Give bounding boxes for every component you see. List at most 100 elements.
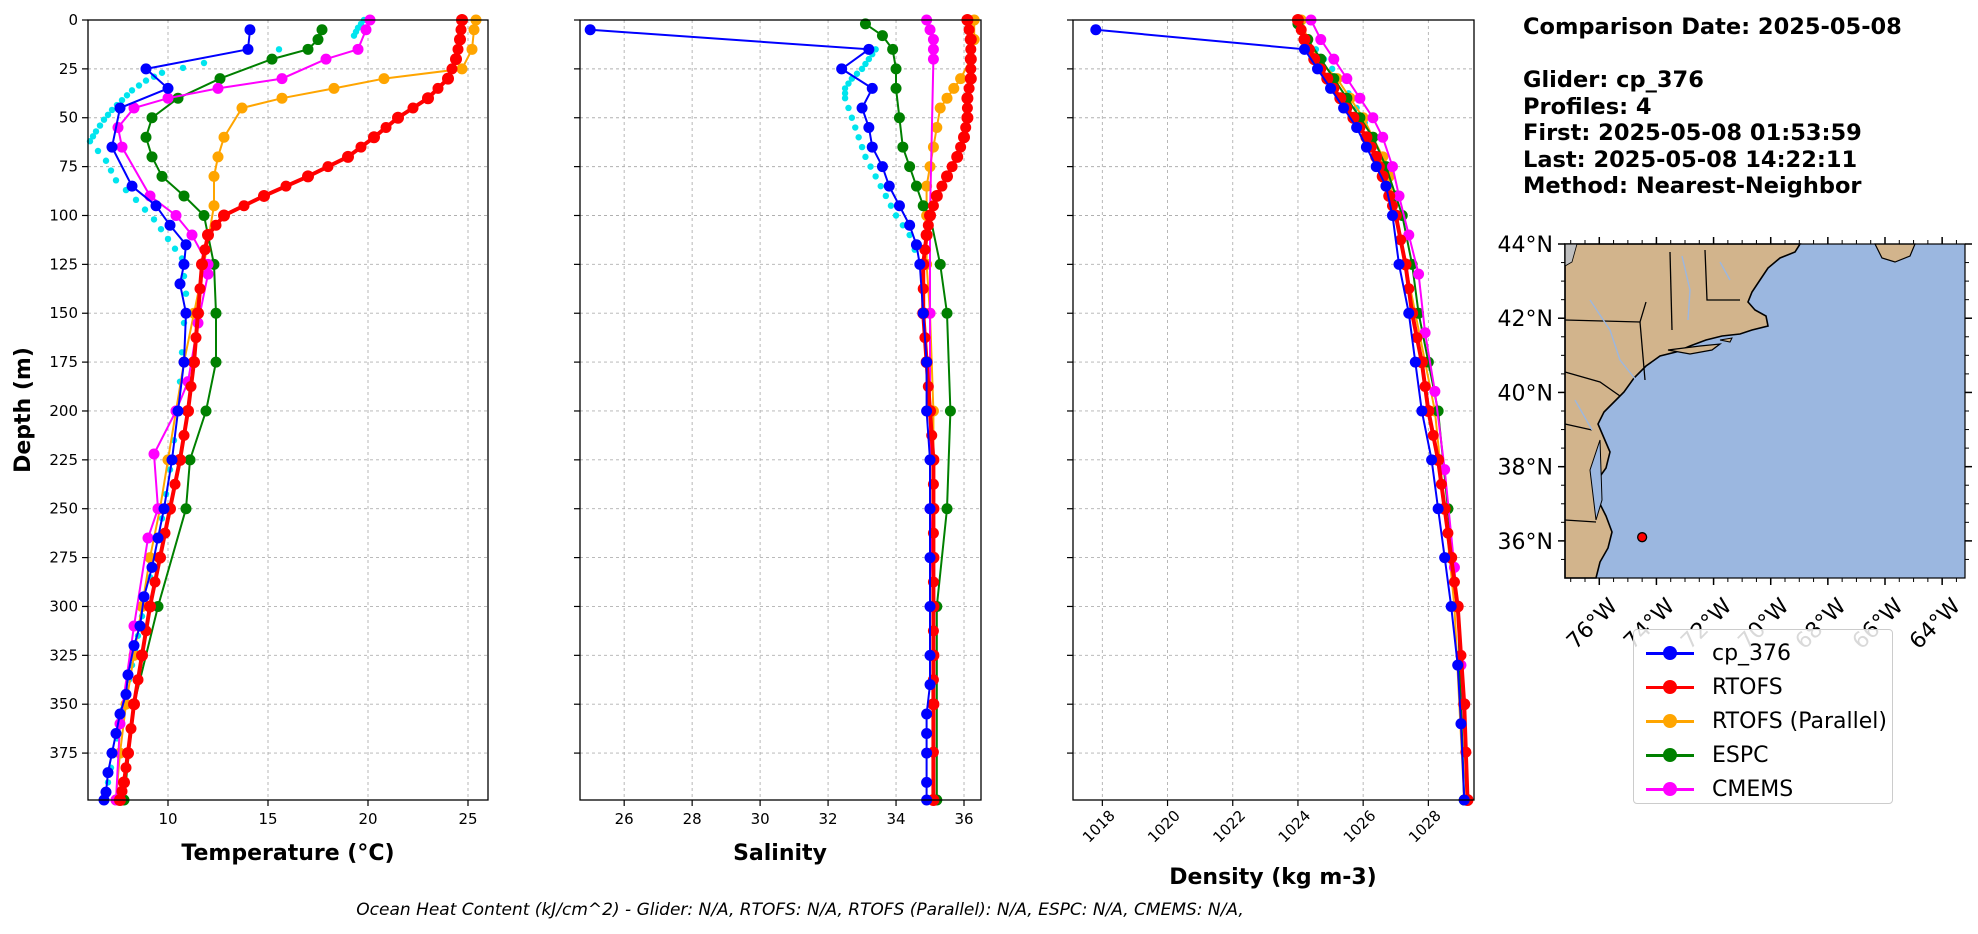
data-point bbox=[890, 63, 902, 75]
data-point bbox=[114, 708, 126, 720]
series-cp-376 bbox=[1090, 24, 1470, 806]
data-point bbox=[342, 150, 354, 163]
data-point bbox=[174, 453, 186, 466]
data-point bbox=[456, 63, 468, 75]
data-point bbox=[1429, 385, 1441, 397]
data-point bbox=[276, 73, 288, 85]
depth-ylabel: Depth (m) bbox=[11, 347, 36, 473]
data-point bbox=[924, 552, 936, 564]
lat-label: 42°N bbox=[1498, 307, 1553, 332]
glider-all-point bbox=[862, 60, 869, 68]
data-point bbox=[921, 728, 933, 740]
data-point bbox=[114, 718, 126, 730]
data-point bbox=[125, 723, 137, 735]
data-point bbox=[1409, 356, 1421, 368]
data-point bbox=[1386, 209, 1398, 221]
glider-all-point bbox=[841, 85, 849, 92]
map-ticks bbox=[1558, 237, 1972, 585]
data-point bbox=[917, 200, 929, 212]
ocean-heat-content-footer: Ocean Heat Content (kJ/cm^2) - Glider: N… bbox=[356, 900, 1244, 920]
data-point bbox=[965, 43, 977, 55]
data-point bbox=[1370, 161, 1382, 173]
data-point bbox=[1393, 190, 1405, 202]
glider-all-point bbox=[845, 80, 852, 87]
x-tick-label: 1024 bbox=[1275, 807, 1315, 847]
data-point bbox=[921, 747, 933, 759]
y-tick-label: 0 bbox=[68, 11, 78, 29]
series-espc bbox=[859, 18, 956, 806]
y-tick-label: 225 bbox=[49, 451, 78, 469]
glider-all-point bbox=[182, 290, 190, 297]
data-point bbox=[1341, 73, 1353, 85]
data-point bbox=[154, 551, 166, 564]
temperature-ticks: 0 25 50 75 100 125 150 175 200 225 250 275 300 325 350… bbox=[49, 11, 477, 828]
y-tick-label: 300 bbox=[49, 597, 78, 615]
lon-label: 76°W bbox=[1562, 594, 1623, 655]
x-tick-label: 25 bbox=[458, 810, 477, 828]
glider-all-point bbox=[89, 133, 97, 140]
data-point bbox=[922, 219, 934, 231]
data-point bbox=[910, 180, 922, 192]
glider-all-point bbox=[275, 46, 283, 53]
data-point bbox=[136, 649, 148, 662]
data-point bbox=[866, 82, 878, 94]
legend-item: CMEMS bbox=[1644, 772, 1892, 806]
data-point bbox=[921, 776, 933, 788]
data-point bbox=[927, 141, 939, 153]
salinity-ticks: 26 28 30 32 34 36 bbox=[574, 19, 974, 828]
glider-all-point bbox=[882, 192, 890, 200]
data-point bbox=[856, 102, 868, 114]
data-point bbox=[584, 24, 596, 36]
y-tick-label: 325 bbox=[49, 646, 78, 664]
data-point bbox=[180, 503, 192, 515]
data-point bbox=[178, 429, 190, 441]
legend-item: RTOFS bbox=[1644, 670, 1892, 704]
glider-all-point bbox=[104, 111, 112, 119]
legend-label: RTOFS (Parallel) bbox=[1712, 708, 1887, 734]
y-tick-label: 100 bbox=[49, 206, 78, 224]
data-point bbox=[280, 180, 292, 192]
data-point bbox=[422, 92, 434, 105]
data-point bbox=[178, 258, 190, 270]
y-tick-label: 125 bbox=[49, 255, 78, 273]
data-point bbox=[963, 24, 975, 36]
glider-all-point bbox=[107, 167, 115, 174]
density-frame bbox=[1072, 19, 1475, 801]
data-point bbox=[897, 141, 909, 153]
data-point bbox=[964, 33, 977, 46]
data-point bbox=[1393, 258, 1405, 270]
data-point bbox=[302, 43, 314, 55]
glider-all-point bbox=[92, 128, 100, 135]
data-point bbox=[955, 141, 967, 153]
salinity-series bbox=[584, 14, 980, 806]
data-point bbox=[921, 708, 933, 720]
legend: cp_376 RTOFS RTOFS (Parallel) ESPC CMEMS bbox=[1633, 629, 1893, 804]
data-point bbox=[466, 43, 478, 55]
data-point bbox=[893, 200, 905, 212]
data-point bbox=[965, 63, 977, 75]
map-borders bbox=[1564, 249, 1740, 523]
legend-item: cp_376 bbox=[1644, 636, 1892, 670]
data-point bbox=[1426, 454, 1438, 466]
data-point bbox=[106, 141, 118, 153]
data-point bbox=[924, 161, 936, 173]
glider-name: Glider: cp_376 bbox=[1523, 67, 1704, 93]
data-point bbox=[178, 356, 190, 368]
data-point bbox=[914, 258, 926, 270]
x-tick-label: 1020 bbox=[1144, 807, 1184, 847]
data-point bbox=[1386, 161, 1398, 173]
data-point bbox=[1411, 332, 1423, 344]
x-tick-label: 15 bbox=[258, 810, 277, 828]
data-point bbox=[146, 561, 158, 573]
data-point bbox=[312, 34, 324, 46]
glider-all-point bbox=[112, 177, 120, 184]
data-point bbox=[1321, 72, 1334, 85]
data-point bbox=[866, 141, 878, 153]
map-land bbox=[1564, 243, 1916, 579]
data-point bbox=[150, 200, 162, 212]
data-point bbox=[927, 200, 939, 212]
glider-all-point bbox=[142, 77, 150, 84]
data-point bbox=[1427, 429, 1439, 441]
method: Method: Nearest-Neighbor bbox=[1523, 173, 1862, 199]
